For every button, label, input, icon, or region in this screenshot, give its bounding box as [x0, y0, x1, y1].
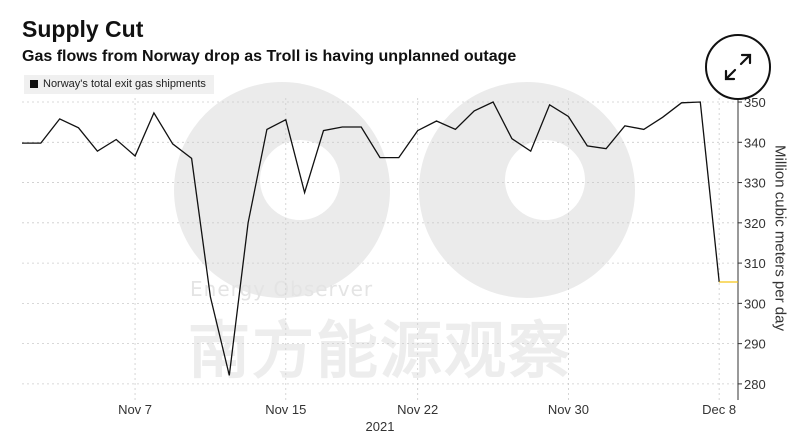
legend-label: Norway's total exit gas shipments — [43, 78, 206, 90]
y-tick-label: 330 — [744, 176, 766, 191]
watermark-hole-left — [260, 140, 340, 220]
legend: Norway's total exit gas shipments — [24, 75, 214, 94]
x-tick-label: Dec 8 — [702, 402, 736, 417]
watermark-hole-right — [505, 140, 585, 220]
chart-subtitle: Gas flows from Norway drop as Troll is h… — [22, 48, 517, 65]
y-tick-label: 320 — [744, 216, 766, 231]
grid-lines — [22, 98, 738, 400]
y-tick-label: 350 — [744, 95, 766, 110]
legend-swatch — [30, 80, 38, 88]
chart-title: Supply Cut — [22, 16, 144, 42]
y-axis-title: Million cubic meters per day — [771, 145, 789, 331]
x-tick-label: Nov 7 — [118, 402, 152, 417]
watermark-text-english: Energy Observer — [190, 277, 373, 301]
x-axis-year-label: 2021 — [366, 419, 395, 434]
watermark-logo-hole — [260, 140, 585, 220]
x-tick-label: Nov 22 — [397, 402, 438, 417]
watermark-text-chinese: 南方能源观察 — [188, 314, 572, 387]
expand-button[interactable] — [705, 34, 771, 100]
y-tick-label: 300 — [744, 296, 766, 311]
expand-arrows-icon — [724, 53, 752, 81]
series-line — [22, 101, 720, 376]
y-tick-label: 310 — [744, 256, 766, 271]
x-tick-label: Nov 30 — [548, 402, 589, 417]
x-axis-ticks: Nov 7 Nov 15 Nov 22 Nov 30 Dec 8 — [118, 402, 736, 417]
y-tick-label: 290 — [744, 337, 766, 352]
x-tick-label: Nov 15 — [265, 402, 306, 417]
y-tick-label: 340 — [744, 135, 766, 150]
y-axis-ticks: 280 290 300 310 320 330 340 350 — [738, 95, 766, 392]
y-tick-label: 280 — [744, 377, 766, 392]
